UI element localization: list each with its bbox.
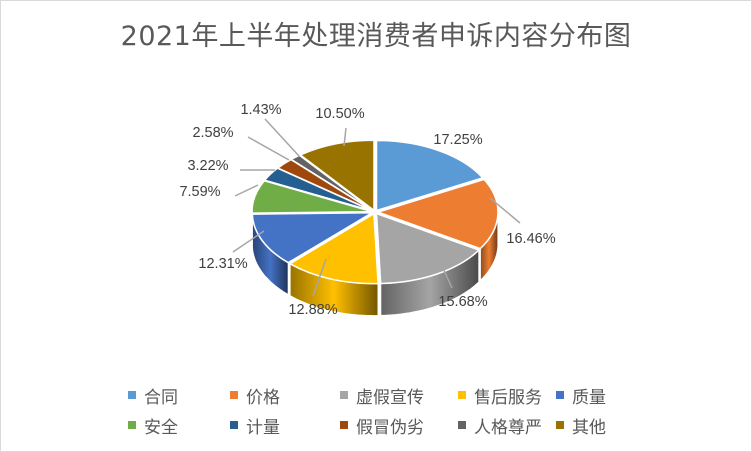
legend-item[interactable]: 合同 (128, 383, 230, 408)
slice-人格尊严 (289, 154, 374, 212)
legend-swatch-icon (556, 391, 564, 399)
chart-title: 2021年上半年处理消费者申诉内容分布图 (120, 21, 632, 52)
data-label: 7.59% (179, 184, 220, 200)
legend-swatch-icon (556, 421, 564, 429)
legend-item[interactable]: 人格尊严 (458, 413, 556, 438)
legend-row-1: 合同 价格 虚假宣传 售后服务 质量 (128, 380, 648, 410)
legend-item[interactable]: 价格 (230, 383, 340, 408)
slice-售后服务 (288, 212, 379, 285)
legend-row-2: 安全 计量 假冒伪劣 人格尊严 其他 (128, 410, 648, 440)
pie-slices (251, 139, 499, 285)
data-label: 12.88% (288, 302, 337, 318)
data-labels: 17.25% 16.46% 15.68% 12.88% 12.31% 7.59% 3.22%… (179, 102, 555, 318)
data-label: 17.25% (433, 132, 482, 148)
legend-swatch-icon (230, 391, 238, 399)
slice-其他 (298, 139, 375, 212)
legend-item[interactable]: 假冒伪劣 (340, 413, 458, 438)
data-label: 10.50% (315, 106, 364, 122)
legend-swatch-icon (230, 421, 238, 429)
data-label: 3.22% (187, 158, 228, 174)
data-label: 1.43% (240, 102, 281, 118)
legend-swatch-icon (128, 421, 136, 429)
slice-价格 (375, 178, 499, 250)
legend: 合同 价格 虚假宣传 售后服务 质量 安全 计量 假冒伪劣 人格尊严 其他 (128, 380, 648, 440)
data-label: 16.46% (506, 231, 555, 247)
legend-item[interactable]: 虚假宣传 (340, 383, 458, 408)
legend-swatch-icon (458, 391, 466, 399)
leader-lines (232, 118, 521, 297)
data-label: 12.31% (198, 256, 247, 272)
legend-swatch-icon (340, 391, 348, 399)
data-label: 2.58% (192, 125, 233, 141)
legend-swatch-icon (128, 391, 136, 399)
data-label: 15.68% (438, 294, 487, 310)
legend-item[interactable]: 质量 (556, 383, 606, 408)
slice-虚假宣传 (375, 212, 481, 285)
legend-item[interactable]: 其他 (556, 413, 606, 438)
slice-质量 (251, 211, 375, 264)
legend-swatch-icon (340, 421, 348, 429)
legend-item[interactable]: 售后服务 (458, 383, 556, 408)
slice-合同 (375, 139, 485, 212)
legend-swatch-icon (458, 421, 466, 429)
legend-item[interactable]: 安全 (128, 413, 230, 438)
legend-item[interactable]: 计量 (230, 413, 340, 438)
